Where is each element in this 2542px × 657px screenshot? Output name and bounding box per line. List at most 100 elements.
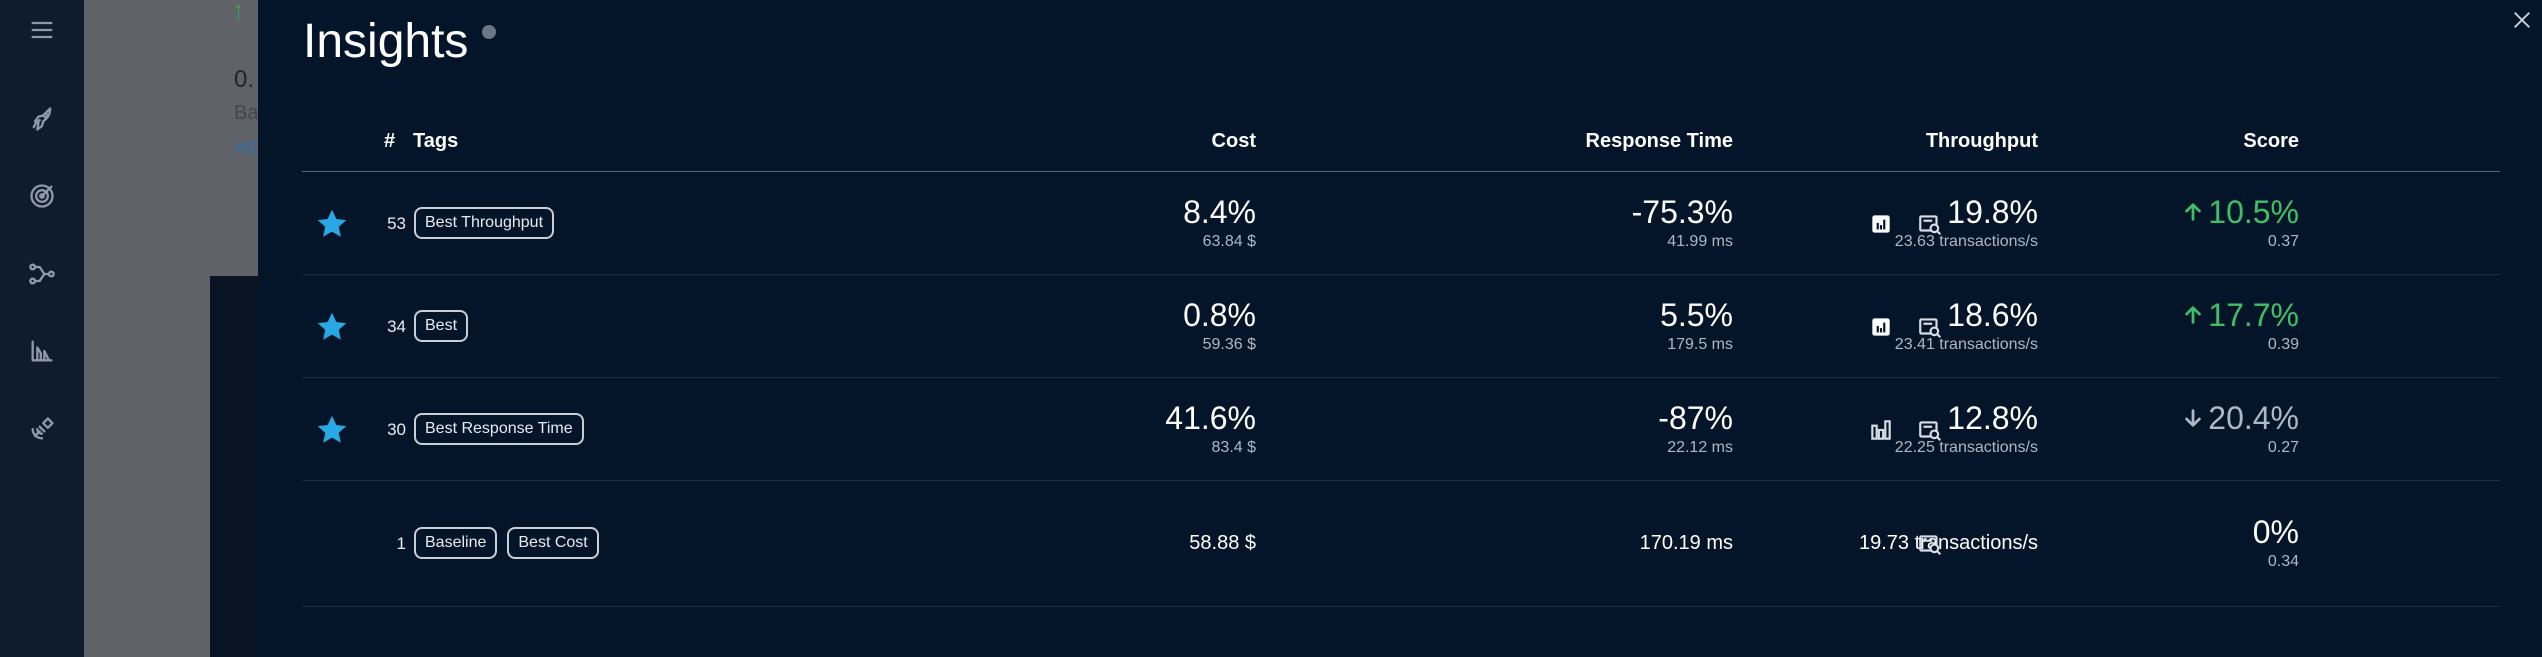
background-card: [210, 276, 258, 657]
score-cell: 10.5% 0.37: [2182, 194, 2299, 252]
score-percent: 0%: [2253, 514, 2299, 550]
header-cost[interactable]: Cost: [1211, 130, 1256, 152]
table-row: 34 Best 0.8% 59.36 $ 5.5% 179.5 ms 18.6% 23.41 …: [302, 275, 2500, 378]
throughput-cell: 18.6% 23.41 transactions/s: [1895, 297, 2038, 355]
background-value: 0.: [234, 66, 255, 93]
response-time-cell-value: 22.12 ms: [1667, 438, 1733, 456]
row-tags: Baseline Best Cost: [414, 527, 599, 559]
response-time-cell-percent: -75.3%: [1631, 193, 1733, 230]
header-tags[interactable]: Tags: [413, 130, 459, 152]
row-number: 1: [396, 534, 406, 553]
table-row: 53 Best Throughput 8.4% 63.84 $ -75.3% 41.99 …: [302, 172, 2500, 275]
score-percent: 10.5%: [2182, 194, 2299, 230]
throughput-cell-value: 23.63 transactions/s: [1894, 232, 2038, 250]
throughput-cell-value: 19.73 transactions/s: [1859, 532, 2038, 554]
lab-icon[interactable]: [26, 335, 58, 367]
cost-cell: 41.6% 83.4 $: [1165, 400, 1256, 458]
help-icon[interactable]: [482, 24, 497, 39]
background-subtitle: Ba: [234, 102, 258, 124]
network-icon[interactable]: [26, 258, 58, 290]
panel-title-text: Insights: [303, 15, 469, 68]
rocket-icon[interactable]: [26, 103, 58, 135]
response-time-cell-value: 41.99 ms: [1667, 232, 1733, 250]
tag-chip: Best: [414, 309, 469, 342]
response-time-cell: -75.3% 41.99 ms: [1632, 194, 1733, 252]
insights-table: # Tags Cost Response Time Throughput Sco…: [302, 110, 2500, 607]
arrow-up-icon: [2182, 194, 2204, 230]
chart-icon[interactable]: [1867, 416, 1895, 444]
cost-cell: 58.88 $: [1189, 532, 1256, 555]
arrow-down-icon: [2182, 400, 2204, 436]
score-value: 0.37: [2267, 232, 2299, 250]
row-tags: Best: [414, 309, 469, 342]
star-icon[interactable]: [314, 206, 350, 242]
header-throughput[interactable]: Throughput: [1925, 130, 2038, 152]
cost-cell-value: 59.36 $: [1202, 335, 1256, 353]
header-score[interactable]: Score: [2243, 130, 2299, 152]
nav-rail: [0, 0, 84, 657]
response-time-cell-value: 170.19 ms: [1639, 532, 1733, 554]
star-icon[interactable]: [314, 309, 350, 345]
cost-cell-percent: 8.4%: [1183, 193, 1256, 230]
close-icon: [2514, 12, 2530, 28]
score-value: 0.39: [2267, 335, 2299, 353]
score-value: 0.27: [2267, 438, 2299, 456]
panel-title: Insights: [303, 14, 497, 69]
header-response-time[interactable]: Response Time: [1585, 130, 1733, 152]
score-cell: 17.7% 0.39: [2182, 297, 2299, 355]
cost-cell-value: 63.84 $: [1202, 232, 1256, 250]
table-header: # Tags Cost Response Time Throughput Sco…: [302, 110, 2500, 172]
cost-cell-percent: 0.8%: [1183, 296, 1256, 333]
insights-panel: Insights # Tags Cost Response Time Throu…: [258, 0, 2542, 657]
details-icon[interactable]: [1916, 210, 1944, 238]
throughput-cell: 12.8% 22.25 transactions/s: [1895, 400, 2038, 458]
score-cell: 20.4% 0.27: [2182, 400, 2299, 458]
throughput-cell: 19.73 transactions/s: [1859, 532, 2038, 555]
details-icon[interactable]: [1916, 313, 1944, 341]
cost-cell-percent: 41.6%: [1165, 399, 1256, 436]
row-tags: Best Response Time: [414, 412, 584, 445]
cost-cell-value: 83.4 $: [1211, 438, 1256, 456]
score-percent-text: 17.7%: [2208, 296, 2299, 333]
row-number: 53: [387, 213, 406, 233]
chart-icon[interactable]: [1867, 313, 1895, 341]
details-icon[interactable]: [1916, 530, 1944, 558]
throughput-cell: 19.8% 23.63 transactions/s: [1895, 194, 2038, 252]
menu-icon[interactable]: [26, 14, 58, 46]
row-number: 34: [387, 316, 406, 336]
throughput-cell-percent: 19.8%: [1947, 193, 2038, 230]
satellite-icon[interactable]: [26, 413, 58, 445]
row-number: 30: [387, 419, 406, 439]
response-time-cell: 170.19 ms: [1640, 532, 1733, 555]
star-icon[interactable]: [314, 412, 350, 448]
arrow-up-icon: [2182, 297, 2204, 333]
score-percent-text: 20.4%: [2208, 399, 2299, 436]
score-percent-text: 10.5%: [2208, 193, 2299, 230]
tag-chip: Best Response Time: [414, 412, 584, 445]
header-num[interactable]: #: [384, 130, 396, 152]
cost-cell-value: 58.88 $: [1189, 532, 1256, 554]
cost-cell: 0.8% 59.36 $: [1183, 297, 1256, 355]
close-button[interactable]: [2502, 0, 2542, 40]
table-row: 30 Best Response Time 41.6% 83.4 $ -87% 22.12…: [302, 378, 2500, 481]
details-icon[interactable]: [1916, 416, 1944, 444]
target-icon[interactable]: [26, 180, 58, 212]
response-time-cell-value: 179.5 ms: [1667, 335, 1733, 353]
score-value: 0.34: [2267, 553, 2299, 570]
throughput-cell-percent: 12.8%: [1947, 399, 2038, 436]
background-link: HID: [234, 140, 258, 157]
score-percent-text: 0%: [2252, 514, 2299, 550]
arrow-up-icon: ↑: [232, 0, 245, 25]
score-cell: 0% 0.34: [2253, 514, 2299, 572]
response-time-cell-percent: -87%: [1658, 399, 1733, 436]
background-page: ↑ 0. Ba HID: [84, 0, 258, 657]
tag-chip: Best Cost: [507, 527, 599, 559]
tag-chip: Best Throughput: [414, 206, 555, 239]
chart-icon[interactable]: [1867, 210, 1895, 238]
throughput-cell-value: 22.25 transactions/s: [1894, 438, 2038, 456]
response-time-cell: 5.5% 179.5 ms: [1660, 297, 1733, 355]
cost-cell: 8.4% 63.84 $: [1183, 194, 1256, 252]
row-tags: Best Throughput: [414, 206, 555, 239]
score-percent: 20.4%: [2182, 400, 2299, 436]
tag-chip: Baseline: [414, 527, 498, 559]
